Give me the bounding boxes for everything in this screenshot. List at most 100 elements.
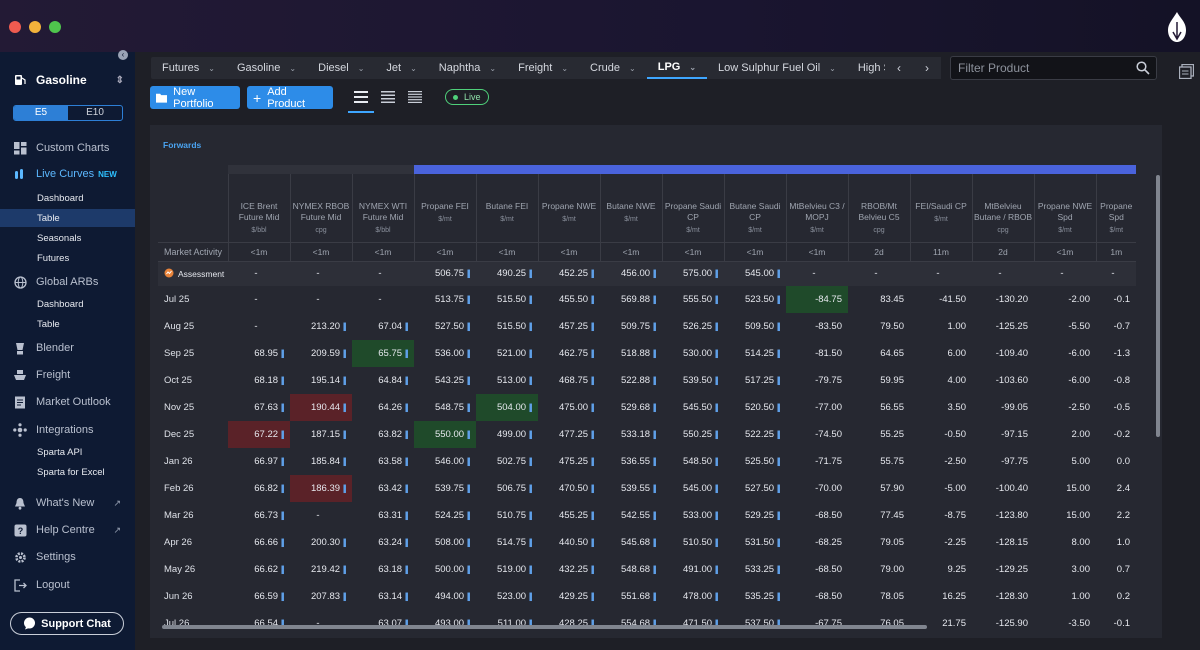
table-cell[interactable]: 462.75▐ [538,340,600,367]
table-cell[interactable]: 66.62▐ [228,556,290,583]
view-dense-icon[interactable] [408,91,422,105]
table-cell[interactable]: 529.68▐ [600,394,662,421]
table-cell[interactable]: -128.15 [972,529,1034,556]
table-cell[interactable]: 510.75▐ [476,502,538,529]
table-cell[interactable]: 548.75▐ [414,394,476,421]
table-cell[interactable]: -68.50 [786,583,848,610]
table-cell[interactable]: 509.75▐ [600,313,662,340]
table-cell[interactable]: 209.59▐ [290,340,352,367]
search-icon[interactable] [1136,61,1150,75]
table-cell[interactable]: -83.50 [786,313,848,340]
column-header[interactable]: Propane FEI $/mt [413,174,476,242]
table-cell[interactable]: 56.55 [848,394,910,421]
table-cell[interactable]: 520.50▐ [724,394,786,421]
table-cell[interactable]: 77.45 [848,502,910,529]
column-header[interactable]: MtBelvieu C3 / MOPJ $/mt [785,174,848,242]
table-cell[interactable]: 510.50▐ [662,529,724,556]
table-cell[interactable]: 4.00 [910,367,972,394]
table-cell[interactable]: -123.80 [972,502,1034,529]
table-cell[interactable]: -0.1 [1096,610,1136,637]
table-cell[interactable]: -81.50 [786,340,848,367]
table-cell[interactable]: 506.75▐ [414,261,476,286]
table-cell[interactable]: 63.24▐ [352,529,414,556]
table-cell[interactable]: -109.40 [972,340,1034,367]
sidebar-item-custom-charts[interactable]: Custom Charts [0,139,135,157]
table-cell[interactable]: 537.50▐ [724,610,786,637]
table-cell[interactable]: 6.00 [910,340,972,367]
table-cell[interactable]: 207.83▐ [290,583,352,610]
table-cell[interactable]: - [972,261,1034,286]
table-cell[interactable]: 68.18▐ [228,367,290,394]
sidebar-item-seasonals[interactable]: Seasonals [0,229,135,247]
table-cell[interactable]: -99.05 [972,394,1034,421]
table-cell[interactable]: 15.00 [1034,475,1096,502]
table-cell[interactable]: 515.50▐ [476,313,538,340]
table-cell[interactable]: 478.00▐ [662,583,724,610]
table-cell[interactable]: 491.00▐ [662,556,724,583]
table-cell[interactable]: 468.75▐ [538,367,600,394]
table-cell[interactable]: 515.50▐ [476,286,538,313]
table-cell[interactable]: -130.20 [972,286,1034,313]
column-header[interactable]: Propane Spd $/mt [1095,174,1136,242]
table-cell[interactable]: 64.65 [848,340,910,367]
table-cell[interactable]: 66.97▐ [228,448,290,475]
sidebar-item-global-arbs[interactable]: Global ARBs [0,273,135,291]
table-cell[interactable]: 187.15▐ [290,421,352,448]
table-cell[interactable]: 536.00▐ [414,340,476,367]
sidebar-item-arbs-table[interactable]: Table [0,315,135,333]
grade-e10[interactable]: E10 [86,107,104,118]
table-cell[interactable]: 545.50▐ [662,394,724,421]
column-header[interactable]: Propane NWE Spd $/mt [1033,174,1096,242]
table-cell[interactable]: 554.68▐ [600,610,662,637]
table-cell[interactable]: 551.68▐ [600,583,662,610]
table-cell[interactable]: 83.45 [848,286,910,313]
close-window-button[interactable] [9,21,21,33]
table-cell[interactable]: - [290,261,352,286]
table-cell[interactable]: 545.00▐ [662,475,724,502]
table-cell[interactable]: -2.00 [1034,286,1096,313]
table-cell[interactable]: -1.3 [1096,340,1136,367]
table-cell[interactable]: 2.2 [1096,502,1136,529]
column-header[interactable]: NYMEX RBOB Future Mid cpg [289,174,352,242]
table-cell[interactable]: 543.25▐ [414,367,476,394]
table-cell[interactable]: -0.7 [1096,313,1136,340]
table-cell[interactable]: 539.75▐ [414,475,476,502]
table-cell[interactable]: 0.7 [1096,556,1136,583]
table-cell[interactable]: 504.00▐ [476,394,538,421]
table-cell[interactable]: 219.42▐ [290,556,352,583]
table-cell[interactable]: 527.50▐ [724,475,786,502]
table-cell[interactable]: 15.00 [1034,502,1096,529]
table-cell[interactable]: 186.39▐ [290,475,352,502]
table-cell[interactable]: 533.00▐ [662,502,724,529]
table-cell[interactable]: 531.50▐ [724,529,786,556]
table-cell[interactable]: 575.00▐ [662,261,724,286]
vertical-scrollbar[interactable] [1156,175,1160,437]
table-cell[interactable]: 16.25 [910,583,972,610]
table-cell[interactable]: - [290,502,352,529]
table-cell[interactable]: 8.00 [1034,529,1096,556]
table-cell[interactable]: -68.50 [786,502,848,529]
table-cell[interactable]: -2.50 [910,448,972,475]
table-cell[interactable]: - [1034,261,1096,286]
table-cell[interactable]: 539.50▐ [662,367,724,394]
table-cell[interactable]: 519.00▐ [476,556,538,583]
tab-naphtha[interactable]: Naphtha ⌄ [428,57,507,79]
table-cell[interactable]: 66.73▐ [228,502,290,529]
tab-scroll-right-icon[interactable]: › [925,61,929,75]
table-cell[interactable]: 523.00▐ [476,583,538,610]
table-cell[interactable]: 64.26▐ [352,394,414,421]
table-cell[interactable]: 63.31▐ [352,502,414,529]
table-cell[interactable]: 68.95▐ [228,340,290,367]
table-cell[interactable]: -2.50 [1034,394,1096,421]
table-cell[interactable]: -67.75 [786,610,848,637]
table-cell[interactable]: 3.50 [910,394,972,421]
table-cell[interactable]: 536.55▐ [600,448,662,475]
sidebar-item-futures[interactable]: Futures [0,249,135,267]
table-cell[interactable]: 213.20▐ [290,313,352,340]
filter-product-input[interactable]: Filter Product [950,56,1157,80]
table-cell[interactable]: - [910,261,972,286]
table-cell[interactable]: 477.25▐ [538,421,600,448]
table-cell[interactable]: 533.25▐ [724,556,786,583]
table-cell[interactable]: - [228,261,290,286]
table-cell[interactable]: -5.50 [1034,313,1096,340]
